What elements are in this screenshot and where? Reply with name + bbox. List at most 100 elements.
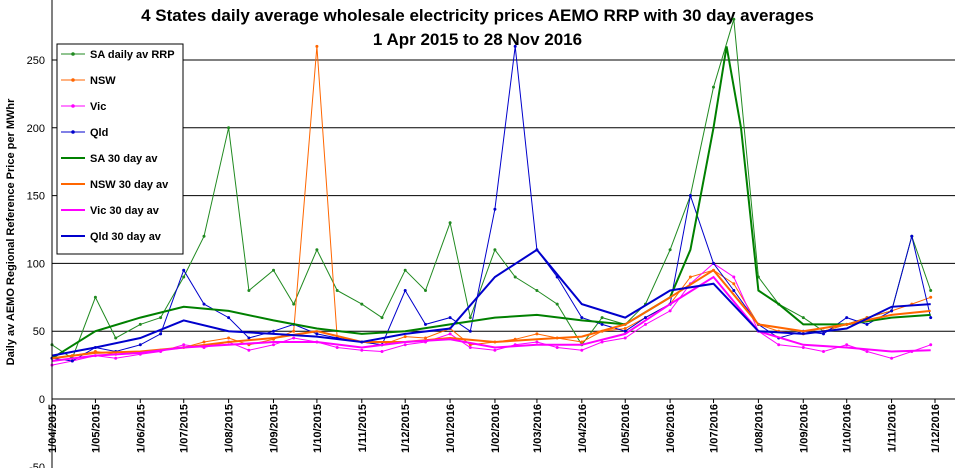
data-point-nsw (424, 336, 427, 340)
legend-entry: Vic (90, 101, 106, 113)
data-point-vic (380, 350, 384, 353)
data-point-vic (468, 346, 472, 349)
data-point-qld (182, 268, 186, 272)
x-tick-label: 1/05/2015 (90, 404, 102, 453)
series-line-qld-30-day-av (51, 248, 931, 357)
data-point-sa-daily-av-rrp (159, 316, 163, 320)
data-point-vic (403, 343, 407, 347)
legend-box (56, 43, 184, 255)
data-point-vic (777, 343, 781, 347)
legend-marker (71, 52, 75, 56)
data-point-sa-daily-av-rrp (424, 289, 427, 292)
data-point-nsw (535, 332, 539, 336)
data-point-vic (555, 346, 559, 349)
data-point-qld (600, 322, 604, 326)
data-point-sa-daily-av-rrp (380, 316, 384, 320)
data-point-vic (335, 346, 339, 349)
data-point-qld (70, 359, 74, 363)
data-point-sa-daily-av-rrp (114, 336, 118, 340)
axis-lines (51, 0, 955, 468)
data-point-sa-daily-av-rrp (668, 248, 672, 252)
data-point-sa-daily-av-rrp (335, 289, 339, 292)
data-point-qld (202, 302, 206, 306)
data-point-sa-daily-av-rrp (493, 248, 497, 252)
data-point-vic (493, 348, 497, 352)
x-axis-ticks: 1/04/2015 1/05/2015 1/06/2015 1/07/2015 1/08… (47, 399, 942, 453)
data-point-sa-daily-av-rrp (202, 234, 206, 238)
data-point-vic (600, 340, 604, 344)
data-point-vic (247, 348, 251, 352)
data-point-sa-daily-av-rrp (182, 275, 186, 279)
x-tick-label: 1/03/2016 (532, 404, 544, 453)
legend-marker (71, 130, 75, 134)
series-line-nsw (51, 46, 931, 359)
data-point-nsw (732, 282, 736, 286)
x-tick-label: 1/11/2016 (887, 404, 899, 452)
x-tick-label: 1/08/2015 (224, 404, 236, 453)
data-point-qld (448, 316, 452, 320)
gridlines (52, 59, 955, 332)
data-point-nsw (227, 336, 231, 340)
data-point-nsw (623, 327, 627, 330)
y-tick-label: 50 (33, 326, 45, 338)
x-tick-label: 1/10/2016 (842, 404, 854, 453)
data-point-sa-daily-av-rrp (272, 268, 275, 272)
y-axis-label: Daily av AEMO Regional Reference Price p… (5, 98, 17, 365)
data-point-qld (712, 261, 715, 265)
legend-entry: SA daily av RRP (90, 49, 175, 61)
x-tick-label: 1/11/2015 (357, 404, 369, 452)
data-point-qld (890, 309, 894, 313)
data-point-sa-daily-av-rrp (403, 268, 407, 272)
data-point-sa-daily-av-rrp (227, 126, 231, 130)
legend: SA daily av RRP NSW Vic Qld SA 30 day av NSW … (56, 43, 184, 255)
data-point-qld (644, 316, 647, 320)
data-point-sa-daily-av-rrp (555, 302, 559, 306)
data-point-vic (865, 350, 869, 353)
x-tick-label: 1/01/2016 (445, 404, 457, 453)
data-point-qld (688, 194, 692, 198)
x-tick-label: 1/10/2015 (312, 404, 324, 453)
chart-title: 4 States daily average wholesale electri… (141, 6, 814, 25)
data-point-vic (580, 348, 584, 352)
series-line-sa-30-day-av (51, 46, 931, 360)
data-point-vic (929, 343, 933, 347)
data-point-qld (845, 316, 849, 320)
data-point-vic (668, 309, 672, 313)
data-point-nsw (202, 340, 206, 344)
x-tick-label: 1/06/2016 (665, 404, 677, 453)
plot-area (50, 17, 933, 367)
data-point-sa-daily-av-rrp (600, 316, 604, 320)
y-tick-label: 200 (27, 123, 45, 135)
data-point-qld (138, 343, 142, 347)
data-point-sa-daily-av-rrp (292, 302, 296, 306)
data-point-vic (272, 343, 275, 347)
data-point-sa-daily-av-rrp (732, 17, 736, 21)
x-tick-label: 1/04/2016 (577, 404, 589, 453)
x-tick-label: 1/12/2015 (400, 404, 412, 453)
data-point-qld (822, 332, 825, 336)
data-point-nsw (580, 340, 584, 344)
x-tick-label: 1/07/2016 (709, 404, 721, 453)
data-point-sa-daily-av-rrp (712, 85, 715, 89)
legend-marker (71, 78, 75, 82)
data-point-nsw (292, 329, 296, 333)
data-point-qld (403, 289, 407, 292)
y-tick-label: 150 (27, 191, 45, 203)
data-point-vic (822, 350, 825, 353)
data-point-vic (535, 340, 539, 344)
data-point-qld (315, 332, 319, 336)
data-point-vic (890, 356, 894, 360)
data-point-sa-daily-av-rrp (448, 221, 452, 225)
data-point-sa-daily-av-rrp (247, 289, 251, 292)
data-point-qld (865, 322, 869, 326)
data-point-nsw (315, 44, 319, 48)
x-tick-label: 1/12/2016 (930, 404, 942, 453)
data-point-qld (580, 316, 584, 320)
data-point-qld (623, 329, 627, 333)
series-line-vic-30-day-av (51, 275, 931, 362)
data-point-vic (448, 332, 452, 336)
data-point-nsw (688, 275, 692, 279)
data-point-qld (910, 234, 914, 238)
x-tick-label: 1/05/2016 (620, 404, 632, 453)
data-point-vic (114, 356, 118, 360)
